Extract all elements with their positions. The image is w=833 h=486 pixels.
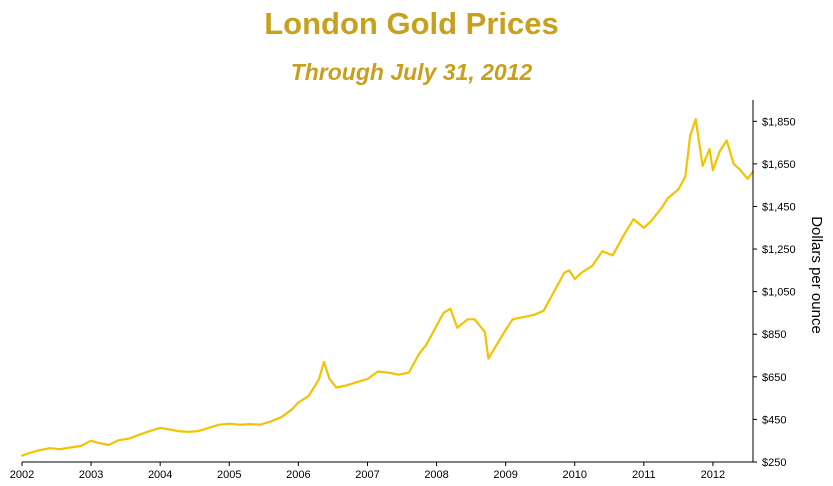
price-line-series-0 (20, 118, 755, 457)
y-tick-label: $1,650 (762, 159, 796, 171)
y-tick-label: $650 (762, 372, 786, 384)
x-tick-label: 2004 (148, 469, 172, 481)
chart-subtitle: Through July 31, 2012 (290, 59, 533, 85)
y-tick-label: $1,050 (762, 287, 796, 299)
x-tick-label: 2002 (10, 469, 34, 481)
x-tick-label: 2011 (632, 469, 656, 481)
x-tick-label: 2012 (701, 469, 725, 481)
x-tick-label: 2003 (79, 469, 103, 481)
y-tick-label: $450 (762, 414, 786, 426)
x-tick-label: 2005 (217, 469, 241, 481)
chart-title: London Gold Prices (264, 6, 559, 41)
axes: 2002 2003 2004 2005 2006 2007 2008 2009 2010 2011… (10, 100, 825, 481)
y-tick-label: $250 (762, 457, 786, 469)
y-tick-label: $1,250 (762, 244, 796, 256)
x-tick-label: 2010 (562, 469, 586, 481)
x-tick-label: 2009 (493, 469, 517, 481)
x-tick-label: 2008 (424, 469, 448, 481)
y-tick-label: $1,850 (762, 116, 796, 128)
x-tick-label: 2006 (286, 469, 310, 481)
y-axis-title: Dollars per ounce (808, 216, 825, 334)
y-tick-label: $850 (762, 329, 786, 341)
x-tick-label: 2007 (355, 469, 379, 481)
plot-area (20, 118, 755, 457)
y-tick-label: $1,450 (762, 201, 796, 213)
